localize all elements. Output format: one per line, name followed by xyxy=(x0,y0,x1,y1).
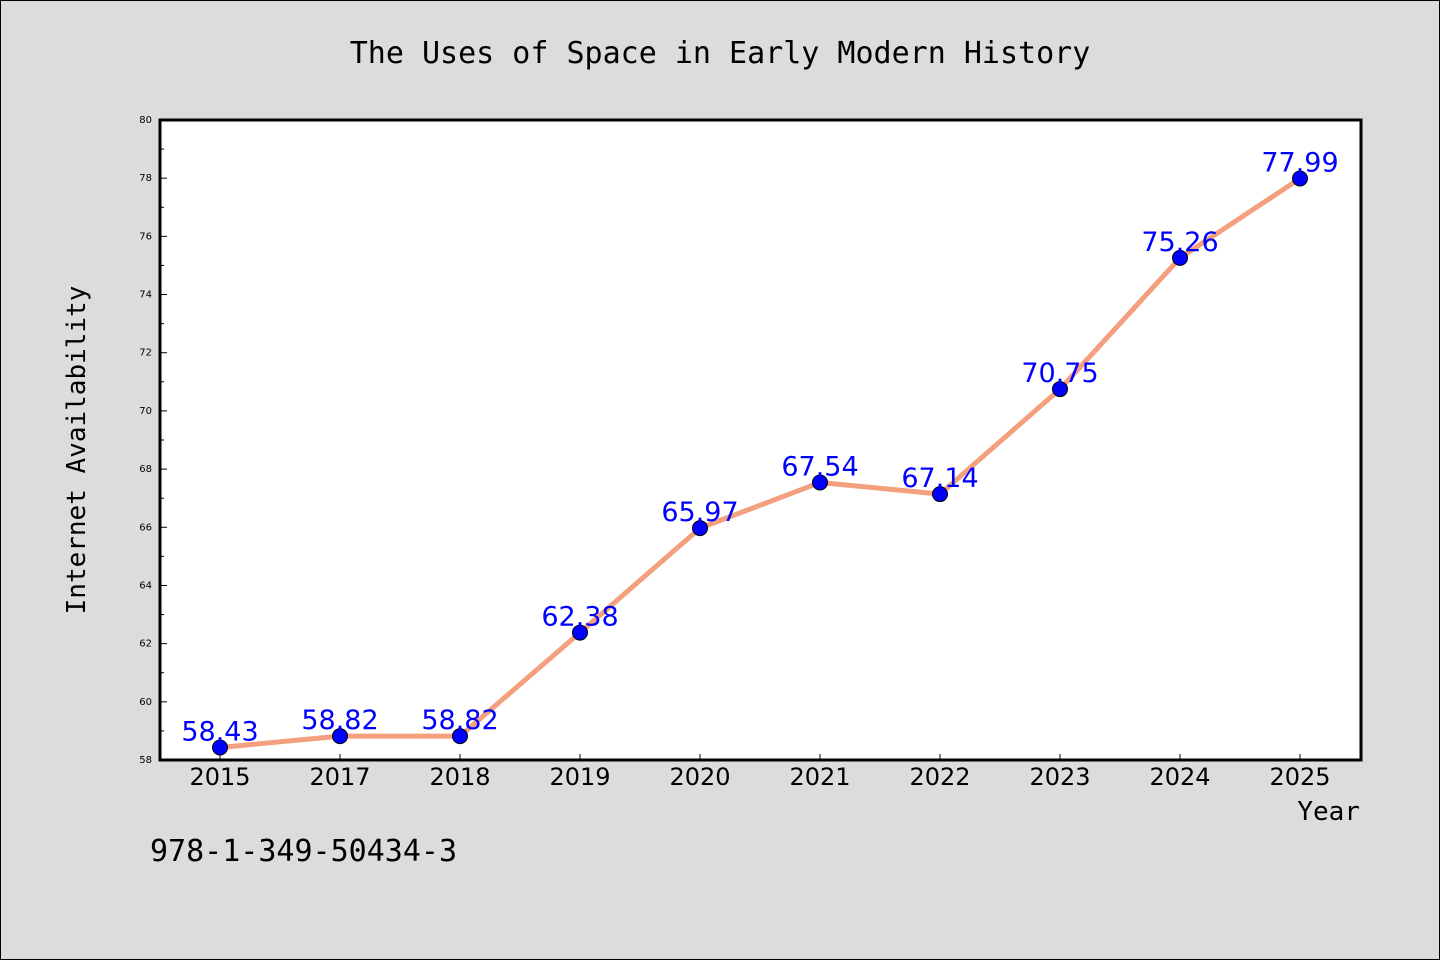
y-tick-label: 66 xyxy=(139,522,152,533)
data-label: 67.14 xyxy=(901,463,978,494)
data-label: 75.26 xyxy=(1141,227,1218,258)
x-tick-label: 2021 xyxy=(789,763,850,791)
x-tick-label: 2025 xyxy=(1269,763,1330,791)
data-label: 58.82 xyxy=(421,705,498,736)
data-label: 62.38 xyxy=(541,602,618,633)
data-labels: 58.43 58.82 58.82 62.38 65.97 67.54 67.14 70.75… xyxy=(181,147,1338,747)
data-label: 65.97 xyxy=(661,497,738,528)
data-point xyxy=(332,728,348,745)
data-point xyxy=(452,728,468,745)
data-point xyxy=(1172,249,1188,266)
data-point xyxy=(212,739,228,756)
data-label: 67.54 xyxy=(781,451,858,482)
series-line xyxy=(219,176,1302,750)
y-axis-label: Internet Availability xyxy=(62,286,92,615)
data-point xyxy=(812,474,828,491)
x-axis: 2015 2017 2018 2019 2020 2021 2022 2023 2024 2025 xyxy=(189,754,1331,791)
data-point xyxy=(1292,170,1308,187)
y-axis: 58 60 62 64 66 68 70 72 74 76 78 80 xyxy=(139,115,167,766)
isbn-text: 978-1-349-50434-3 xyxy=(150,834,458,869)
data-label: 58.43 xyxy=(181,716,258,747)
data-point xyxy=(572,624,588,641)
y-tick-label: 80 xyxy=(139,115,152,126)
y-tick-label: 70 xyxy=(139,406,152,417)
y-tick-label: 76 xyxy=(139,231,152,242)
data-point xyxy=(1052,381,1068,398)
y-tick-label: 58 xyxy=(139,755,152,766)
x-tick-label: 2015 xyxy=(189,763,250,791)
x-tick-label: 2020 xyxy=(669,763,730,791)
y-tick-label: 78 xyxy=(139,173,152,184)
y-tick-label: 62 xyxy=(139,639,152,650)
y-tick-label: 60 xyxy=(139,697,152,708)
x-tick-label: 2017 xyxy=(309,763,370,791)
x-tick-label: 2024 xyxy=(1149,763,1210,791)
y-tick-label: 68 xyxy=(139,464,152,475)
series-markers xyxy=(212,170,1308,756)
plot-area xyxy=(158,118,1363,762)
y-tick-label: 72 xyxy=(139,348,152,359)
data-point xyxy=(932,486,948,503)
x-axis-label: Year xyxy=(1297,797,1360,827)
chart-title: The Uses of Space in Early Modern Histor… xyxy=(350,36,1091,71)
x-tick-label: 2022 xyxy=(909,763,970,791)
data-label: 77.99 xyxy=(1261,147,1338,178)
data-label: 70.75 xyxy=(1021,358,1098,389)
x-tick-label: 2019 xyxy=(549,763,610,791)
x-tick-label: 2018 xyxy=(429,763,490,791)
x-tick-label: 2023 xyxy=(1029,763,1090,791)
data-point xyxy=(692,520,708,537)
y-tick-label: 64 xyxy=(139,580,152,591)
y-tick-label: 74 xyxy=(139,290,152,301)
data-label: 58.82 xyxy=(301,705,378,736)
